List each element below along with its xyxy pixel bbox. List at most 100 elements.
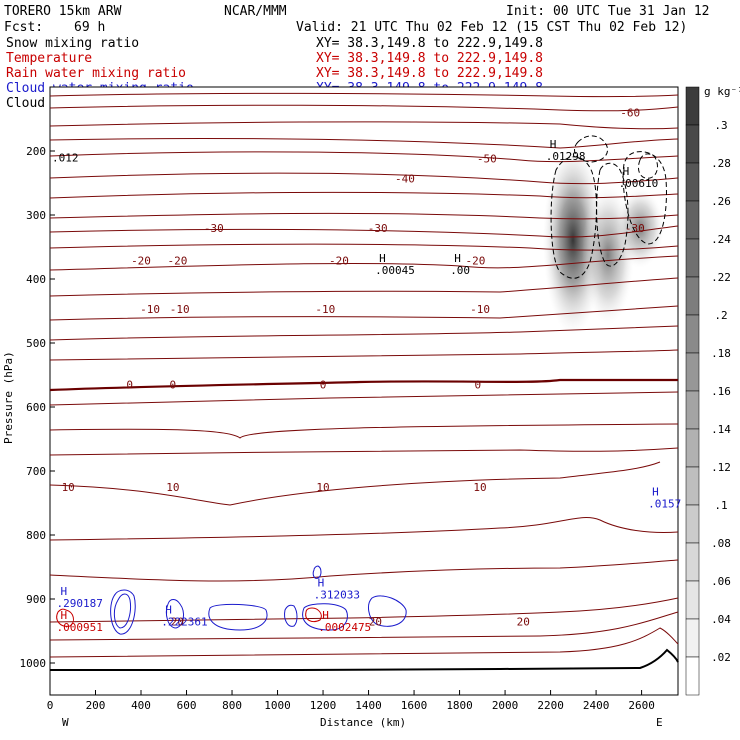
y-tick-label: 700 <box>26 465 46 478</box>
terrain-surface <box>50 648 679 671</box>
temperature-contours <box>49 92 679 658</box>
colorbar-tick-label: .28 <box>711 157 731 170</box>
x-tick-label: 2400 <box>583 699 610 712</box>
isotherm-line <box>49 104 679 112</box>
temperature-contour-label: 0 <box>170 379 177 392</box>
isotherm-line <box>49 121 679 130</box>
cloud-water-contour <box>110 589 136 635</box>
colorbar-tick-label: .08 <box>711 537 731 550</box>
y-tick-label: 1000 <box>20 657 47 670</box>
colorbar-swatch <box>685 428 700 468</box>
isotherm-line <box>49 305 679 321</box>
colorbar-swatch <box>685 656 700 696</box>
isotherm-line <box>49 225 679 238</box>
extrema-annotations: H.01298H.00610H.00045H.00.012H.290187H.2… <box>52 138 681 634</box>
colorbar-tick-label: .3 <box>714 119 727 132</box>
colorbar-tick-label: .12 <box>711 461 731 474</box>
colorbar-tick-label: .24 <box>711 233 731 246</box>
temperature-contour-label: 20 <box>517 615 530 628</box>
colorbar-swatch <box>685 542 700 582</box>
isotherm-line <box>49 597 679 623</box>
colorbar-tick-label: .02 <box>711 651 731 664</box>
extremum-value: .00 <box>450 264 470 277</box>
temperature-contour-label: -30 <box>625 222 645 235</box>
colorbar: .3 .28 .26 .24 .22 .2 .18 .16 .14 .12 .1 .08 .06 .04.… <box>685 86 731 696</box>
x-axis-title: Distance (km) <box>320 716 406 729</box>
model-title: TORERO 15km ARW <box>4 4 122 19</box>
colorbar-tick-label: .14 <box>711 423 731 436</box>
colorbar-swatch <box>685 200 700 240</box>
temperature-contour-label: -10 <box>470 303 490 316</box>
y-tick-label: 800 <box>26 529 46 542</box>
temperature-contour-label: -40 <box>395 173 415 186</box>
temperature-contour-label: 0 <box>320 379 327 392</box>
isotherm-line <box>49 627 679 658</box>
temperature-contour-label: -50 <box>477 153 497 166</box>
x-tick-label: 2600 <box>628 699 655 712</box>
temperature-contour-label: -20 <box>167 254 187 267</box>
isotherm-line <box>49 151 679 163</box>
temperature-contour-label: 20 <box>171 615 184 628</box>
isotherm-line <box>49 325 679 341</box>
colorbar-tick-label: .26 <box>711 195 731 208</box>
isotherm-line <box>49 559 679 582</box>
temperature-contour-label: -20 <box>466 254 486 267</box>
cloud-ice-contour <box>550 156 597 279</box>
colorbar-tick-label: .18 <box>711 347 731 360</box>
temperature-contour-label: -60 <box>620 107 640 120</box>
isotherm-line <box>49 391 679 406</box>
colorbar-swatch <box>685 618 700 658</box>
cloud-water-contour <box>208 603 268 631</box>
extremum-marker: H <box>165 603 172 616</box>
extremum-value: .222361 <box>161 615 207 628</box>
temperature-contour-label: -10 <box>140 303 160 316</box>
extremum-marker: H <box>322 609 329 622</box>
colorbar-tick-label: .2 <box>714 309 727 322</box>
extremum-value: .000951 <box>57 621 103 634</box>
y-axis: 200 300 400 500 600 700 800 900 1000 <box>20 145 55 670</box>
legend-xy-range: XY= 38.3,149.8 to 222.9,149.8 <box>316 66 543 81</box>
colorbar-swatch <box>685 276 700 316</box>
rain-water-contour <box>305 607 322 623</box>
legend-xy-range: XY= 38.3,149.8 to 222.9,149.8 <box>316 51 543 66</box>
colorbar-swatch <box>685 580 700 620</box>
x-tick-label: 1000 <box>264 699 291 712</box>
extremum-marker: H <box>318 577 325 590</box>
cloud-water-contour <box>368 595 407 627</box>
temperature-contour-label: 0 <box>126 379 133 392</box>
temperature-labels: -60-50-40-30 -30 -30-20 -20 -20 -20-10 -10 -10-… <box>62 107 645 629</box>
temperature-contour-label: 0 <box>474 379 481 392</box>
extremum-value: .0157 <box>648 498 681 511</box>
center-label: NCAR/MMM <box>224 4 287 19</box>
extremum-marker: H <box>61 609 68 622</box>
forecast-hour: 69 h <box>74 20 105 35</box>
y-tick-label: 900 <box>26 593 46 606</box>
colorbar-swatch <box>685 238 700 278</box>
isotherm-line <box>49 349 679 361</box>
legend-xy-range: XY= 38.3,149.8 to 222.9,149.8 <box>316 36 543 51</box>
isotherm-line <box>49 243 679 251</box>
isotherm-line <box>49 447 679 456</box>
rain-water-contours <box>56 607 322 627</box>
colorbar-swatch <box>685 466 700 506</box>
extremum-marker: H <box>454 252 461 265</box>
isotherm-line <box>49 172 679 185</box>
cloud-ice-contour <box>574 135 608 163</box>
rain-water-contour <box>56 608 74 627</box>
extremum-value: .01298 <box>546 150 586 163</box>
temperature-contour-label: -10 <box>315 303 335 316</box>
x-tick-label: 1800 <box>446 699 473 712</box>
extremum-value: .312033 <box>314 589 360 602</box>
legend-field-name: Temperature <box>6 51 92 66</box>
west-label: W <box>62 716 69 729</box>
isotherm-line <box>49 423 679 439</box>
isotherm-zero <box>49 378 678 392</box>
isotherm-line <box>49 517 679 541</box>
temperature-contour-label: 10 <box>166 481 179 494</box>
colorbar-swatch <box>685 390 700 430</box>
isotherm-line <box>49 461 661 506</box>
temperature-contour-label: -20 <box>131 254 151 267</box>
init-time: Init: 00 UTC Tue 31 Jan 12 <box>506 4 710 19</box>
colorbar-swatch <box>685 124 700 164</box>
temperature-contour-label: 20 <box>369 615 382 628</box>
